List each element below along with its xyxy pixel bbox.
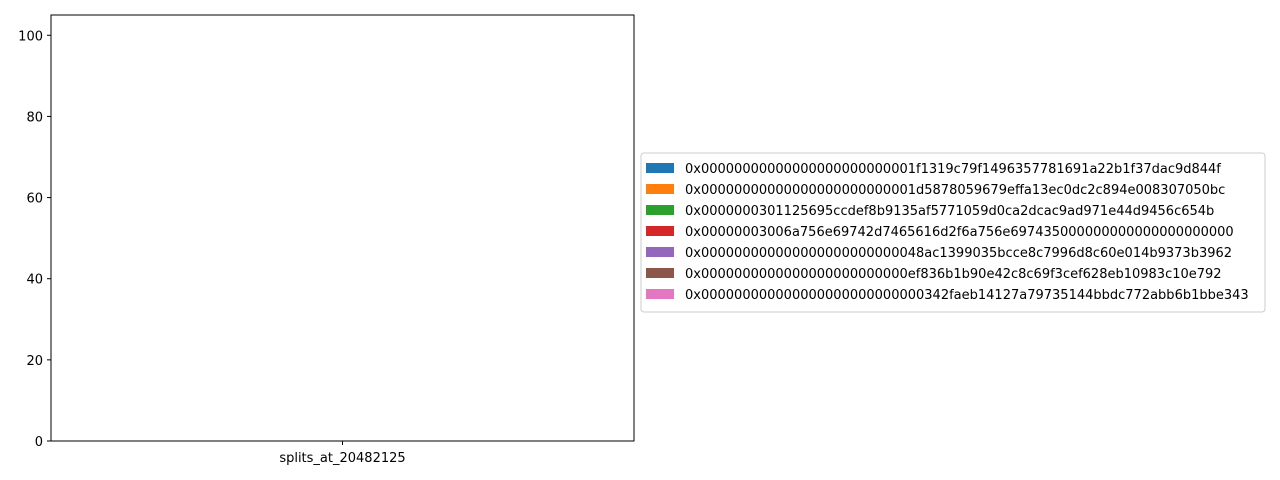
y-tick-label-60: 60 (26, 192, 43, 207)
legend-swatch-5 (646, 247, 674, 257)
legend-swatch-6 (646, 268, 674, 278)
legend-swatch-1 (646, 163, 674, 173)
legend-label-6: 0x0000000000000000000000000ef836b1b90e42… (685, 267, 1222, 282)
y-tick-label-20: 20 (26, 354, 43, 369)
legend: 0x00000000000000000000000001f1319c79f149… (640, 152, 1266, 313)
y-tick-label-0: 0 (35, 435, 43, 450)
legend-label-4: 0x00000003006a756e69742d7465616d2f6a756e… (685, 225, 1234, 240)
legend-swatch-2 (646, 184, 674, 194)
legend-label-1: 0x00000000000000000000000001f1319c79f149… (685, 162, 1221, 177)
legend-label-5: 0x000000000000000000000000048ac1399035bc… (685, 246, 1232, 261)
plot-frame (50, 14, 635, 442)
y-tick-label-100: 100 (18, 29, 43, 44)
legend-swatch-4 (646, 226, 674, 236)
legend-swatch-3 (646, 205, 674, 215)
x-tick-label: splits_at_20482125 (279, 451, 405, 466)
axes: 0 20 40 60 80 100 splits_at_20482125 (18, 14, 635, 466)
legend-box (640, 152, 1266, 313)
y-tick-label-40: 40 (26, 273, 43, 288)
legend-swatch-7 (646, 289, 674, 299)
legend-label-7: 0x000000000000000000000000000342faeb1412… (685, 288, 1249, 303)
legend-label-3: 0x0000000301125695ccdef8b9135af5771059d0… (685, 204, 1214, 219)
y-tick-label-80: 80 (26, 110, 43, 125)
legend-label-2: 0x00000000000000000000000001d5878059679e… (685, 183, 1225, 198)
